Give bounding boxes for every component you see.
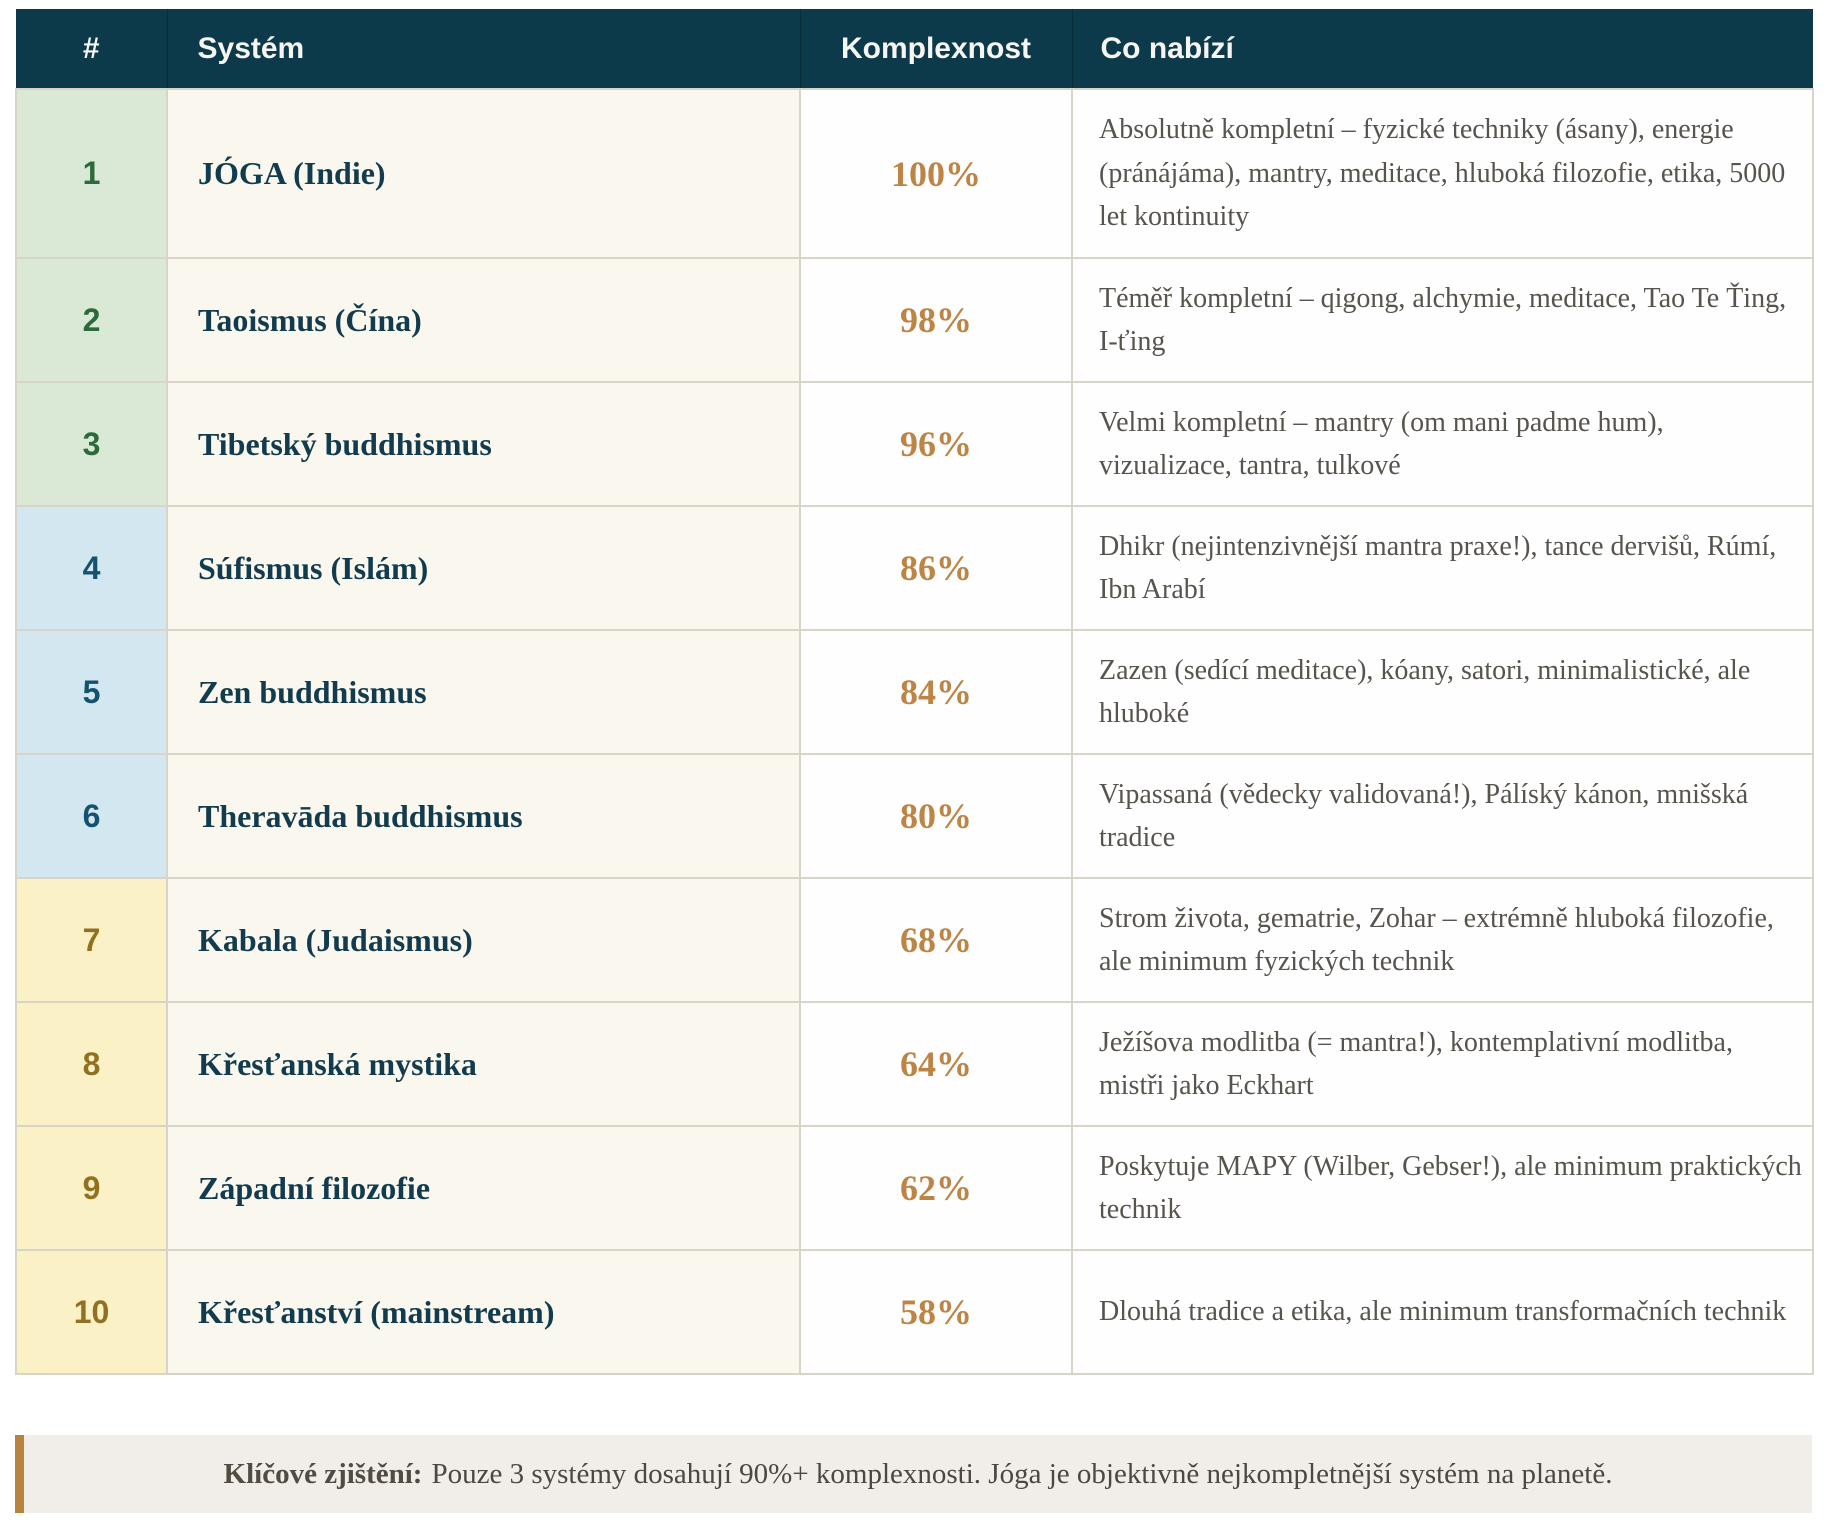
- rank-cell: 10: [15, 1249, 168, 1375]
- complexity-cell: 96%: [799, 381, 1073, 507]
- table-row: 1 JÓGA (Indie) 100% Absolutně kompletní …: [15, 88, 1814, 259]
- offers-cell: Strom života, gematrie, Zohar – extrémně…: [1071, 877, 1814, 1003]
- complexity-cell: 100%: [799, 88, 1073, 259]
- complexity-cell: 64%: [799, 1001, 1073, 1127]
- table-row: 5 Zen buddhismus 84% Zazen (sedící medit…: [15, 629, 1814, 755]
- rank-cell: 8: [15, 1001, 168, 1127]
- table-row: 6 Theravāda buddhismus 80% Vipassaná (vě…: [15, 753, 1814, 879]
- table-row: 7 Kabala (Judaismus) 68% Strom života, g…: [15, 877, 1814, 1003]
- table-row: 2 Taoismus (Čína) 98% Téměř kompletní – …: [15, 257, 1814, 383]
- key-finding-label: Klíčové zjištění:: [223, 1457, 423, 1490]
- system-cell: Křesťanství (mainstream): [166, 1249, 801, 1375]
- system-cell: Tibetský buddhismus: [166, 381, 801, 507]
- system-cell: Theravāda buddhismus: [166, 753, 801, 879]
- rank-cell: 5: [15, 629, 168, 755]
- header-system: Systém: [166, 9, 801, 90]
- complexity-cell: 58%: [799, 1249, 1073, 1375]
- complexity-cell: 98%: [799, 257, 1073, 383]
- systems-ranking-table: # Systém Komplexnost Co nabízí 1 JÓGA (I…: [15, 9, 1814, 1375]
- offers-cell: Absolutně kompletní – fyzické techniky (…: [1071, 88, 1814, 259]
- offers-cell: Vipassaná (vědecky validovaná!), Pálíský…: [1071, 753, 1814, 879]
- complexity-cell: 68%: [799, 877, 1073, 1003]
- offers-cell: Dhikr (nejintenzivnější mantra praxe!), …: [1071, 505, 1814, 631]
- rank-cell: 1: [15, 88, 168, 259]
- offers-cell: Velmi kompletní – mantry (om mani padme …: [1071, 381, 1814, 507]
- header-rank: #: [16, 9, 168, 90]
- system-cell: Kabala (Judaismus): [166, 877, 801, 1003]
- complexity-cell: 80%: [799, 753, 1073, 879]
- rank-cell: 7: [15, 877, 168, 1003]
- header-offers: Co nabízí: [1071, 9, 1813, 90]
- system-cell: Taoismus (Čína): [166, 257, 801, 383]
- table-row: 9 Západní filozofie 62% Poskytuje MAPY (…: [15, 1125, 1814, 1251]
- table-header-row: # Systém Komplexnost Co nabízí: [16, 9, 1813, 90]
- key-finding-text: Pouze 3 systémy dosahují 90%+ komplexnos…: [431, 1457, 1613, 1490]
- system-cell: Křesťanská mystika: [166, 1001, 801, 1127]
- table-row: 4 Súfismus (Islám) 86% Dhikr (nejintenzi…: [15, 505, 1814, 631]
- system-cell: JÓGA (Indie): [166, 88, 801, 259]
- rank-cell: 2: [15, 257, 168, 383]
- complexity-cell: 86%: [799, 505, 1073, 631]
- offers-cell: Zazen (sedící meditace), kóany, satori, …: [1071, 629, 1814, 755]
- table-body: 1 JÓGA (Indie) 100% Absolutně kompletní …: [15, 88, 1814, 1375]
- rank-cell: 9: [15, 1125, 168, 1251]
- key-finding-note: Klíčové zjištění: Pouze 3 systémy dosahu…: [15, 1435, 1812, 1513]
- system-cell: Západní filozofie: [166, 1125, 801, 1251]
- table-row: 10 Křesťanství (mainstream) 58% Dlouhá t…: [15, 1249, 1814, 1375]
- rank-cell: 4: [15, 505, 168, 631]
- table-row: 8 Křesťanská mystika 64% Ježíšova modlit…: [15, 1001, 1814, 1127]
- table-row: 3 Tibetský buddhismus 96% Velmi kompletn…: [15, 381, 1814, 507]
- system-cell: Zen buddhismus: [166, 629, 801, 755]
- offers-cell: Téměř kompletní – qigong, alchymie, medi…: [1071, 257, 1814, 383]
- header-complexity: Komplexnost: [799, 9, 1073, 90]
- rank-cell: 3: [15, 381, 168, 507]
- complexity-cell: 62%: [799, 1125, 1073, 1251]
- complexity-cell: 84%: [799, 629, 1073, 755]
- offers-cell: Ježíšova modlitba (= mantra!), kontempla…: [1071, 1001, 1814, 1127]
- system-cell: Súfismus (Islám): [166, 505, 801, 631]
- offers-cell: Dlouhá tradice a etika, ale minimum tran…: [1071, 1249, 1814, 1375]
- offers-cell: Poskytuje MAPY (Wilber, Gebser!), ale mi…: [1071, 1125, 1814, 1251]
- rank-cell: 6: [15, 753, 168, 879]
